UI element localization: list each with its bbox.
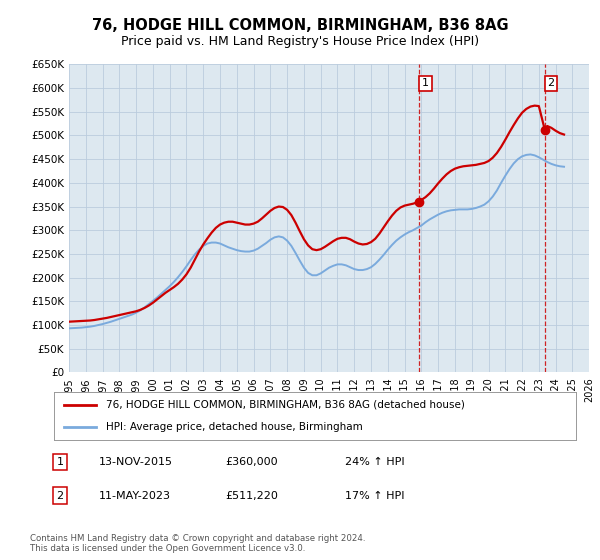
Text: 24% ↑ HPI: 24% ↑ HPI xyxy=(345,457,404,467)
Text: 17% ↑ HPI: 17% ↑ HPI xyxy=(345,491,404,501)
Text: 76, HODGE HILL COMMON, BIRMINGHAM, B36 8AG: 76, HODGE HILL COMMON, BIRMINGHAM, B36 8… xyxy=(92,18,508,32)
Text: HPI: Average price, detached house, Birmingham: HPI: Average price, detached house, Birm… xyxy=(106,422,363,432)
Text: 13-NOV-2015: 13-NOV-2015 xyxy=(99,457,173,467)
Text: £511,220: £511,220 xyxy=(225,491,278,501)
Text: 76, HODGE HILL COMMON, BIRMINGHAM, B36 8AG (detached house): 76, HODGE HILL COMMON, BIRMINGHAM, B36 8… xyxy=(106,400,465,410)
Text: Price paid vs. HM Land Registry's House Price Index (HPI): Price paid vs. HM Land Registry's House … xyxy=(121,35,479,49)
Text: 11-MAY-2023: 11-MAY-2023 xyxy=(99,491,171,501)
Text: £360,000: £360,000 xyxy=(225,457,278,467)
Text: 1: 1 xyxy=(422,78,429,88)
Text: 2: 2 xyxy=(56,491,64,501)
Text: Contains HM Land Registry data © Crown copyright and database right 2024.
This d: Contains HM Land Registry data © Crown c… xyxy=(30,534,365,553)
Text: 2: 2 xyxy=(547,78,554,88)
Text: 1: 1 xyxy=(56,457,64,467)
